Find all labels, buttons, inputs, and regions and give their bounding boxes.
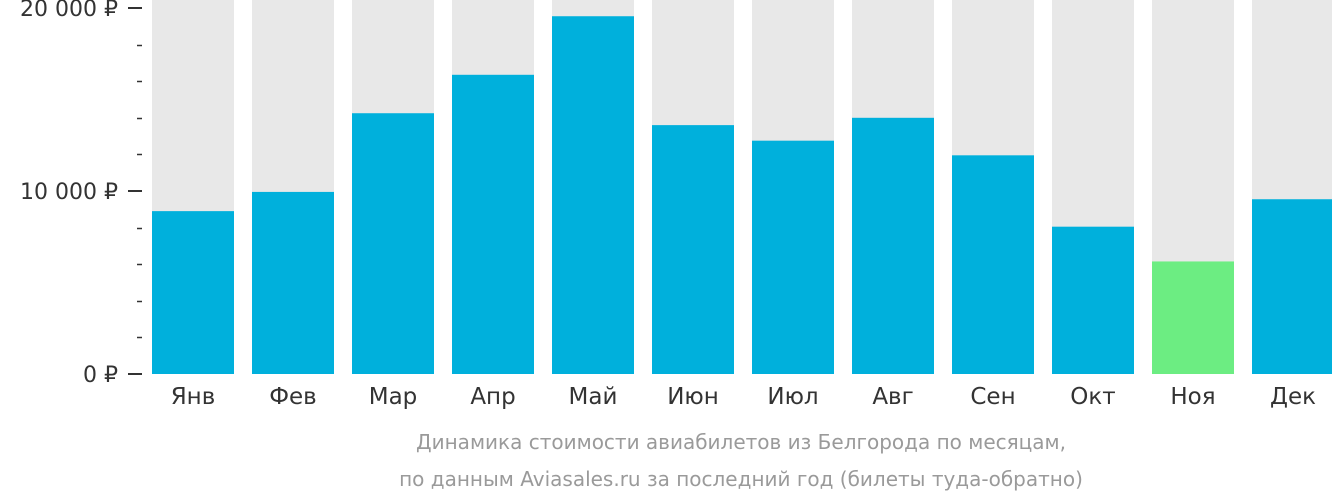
x-axis-labels: Янв Фев Мар Апр Май Июн Июл Авг Сен Окт Ноя Дек: [171, 384, 1316, 410]
x-tick-label-7: Июл: [767, 384, 818, 410]
chart-caption-line-2: по данным Aviasales.ru за последний год …: [399, 467, 1083, 491]
bar-1[interactable]: [152, 211, 234, 374]
x-tick-label-12: Дек: [1270, 384, 1316, 410]
bar-9[interactable]: [952, 155, 1034, 374]
bar-10[interactable]: [1052, 226, 1134, 374]
bar-11[interactable]: [1152, 261, 1234, 374]
bar-4[interactable]: [452, 74, 534, 375]
y-tick-label-3: 0 ₽: [83, 363, 118, 388]
bar-6[interactable]: [652, 125, 734, 375]
chart-caption-line-1: Динамика стоимости авиабилетов из Белгор…: [415, 430, 1066, 454]
x-tick-label-6: Июн: [667, 384, 719, 410]
bar-7[interactable]: [752, 140, 834, 374]
x-tick-label-1: Янв: [171, 384, 216, 410]
x-tick-label-11: Ноя: [1170, 384, 1215, 410]
x-tick-label-8: Авг: [872, 384, 913, 410]
bars: [152, 16, 1332, 375]
x-tick-label-9: Сен: [970, 384, 1015, 410]
y-tick-label-2: 10 000 ₽: [20, 180, 118, 205]
bar-5[interactable]: [552, 16, 634, 375]
x-tick-label-2: Фев: [269, 384, 317, 410]
bar-3[interactable]: [352, 113, 434, 374]
bar-12[interactable]: [1252, 199, 1332, 374]
y-axis: 20 000 ₽ 10 000 ₽ 0 ₽: [20, 0, 142, 388]
x-tick-label-4: Апр: [470, 384, 515, 410]
bar-2[interactable]: [252, 191, 334, 374]
x-tick-label-5: Май: [569, 384, 618, 410]
x-tick-label-3: Мар: [369, 384, 418, 410]
y-tick-label-1: 20 000 ₽: [20, 0, 118, 22]
x-tick-label-10: Окт: [1070, 384, 1115, 410]
bar-8[interactable]: [852, 117, 934, 375]
